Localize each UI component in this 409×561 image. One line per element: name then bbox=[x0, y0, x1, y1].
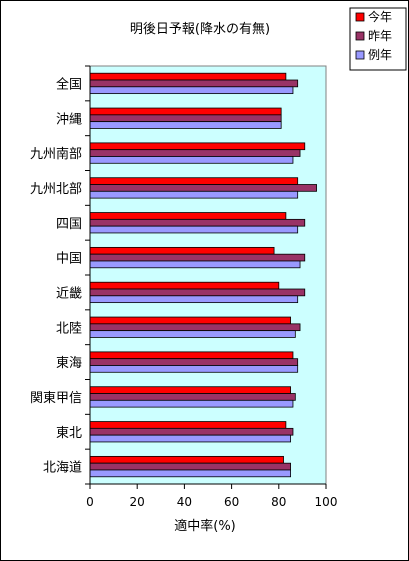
bar-2-3 bbox=[89, 149, 301, 157]
bar-1-9 bbox=[89, 351, 294, 360]
x-tick-label: 60 bbox=[224, 495, 239, 509]
legend-label: 例年 bbox=[368, 48, 392, 62]
bar-3-12 bbox=[89, 469, 292, 478]
tick-labels: 0 20 40 60 80 100 bbox=[86, 495, 337, 509]
bar-3-7 bbox=[89, 295, 299, 304]
bar-2-7 bbox=[89, 288, 306, 297]
bar-1-6 bbox=[89, 246, 275, 255]
bar-2-1 bbox=[89, 79, 299, 88]
bar-3-8 bbox=[89, 330, 296, 338]
bar-2-12 bbox=[89, 462, 292, 471]
bar-1-3 bbox=[89, 142, 306, 151]
bar-2-8 bbox=[89, 323, 301, 332]
bar-2-4 bbox=[89, 184, 317, 192]
bar-3-2 bbox=[89, 121, 282, 129]
plot-area bbox=[89, 65, 327, 485]
bar-3-5 bbox=[89, 225, 299, 234]
category-label: 北海道 bbox=[43, 461, 82, 476]
bar-3-4 bbox=[89, 190, 299, 199]
chart-title: 明後日予報(降水の有無) bbox=[130, 22, 270, 37]
bar-2-10 bbox=[89, 393, 296, 401]
bar-1-2 bbox=[89, 107, 282, 116]
bar-3-6 bbox=[89, 260, 301, 269]
bar-2-11 bbox=[89, 427, 294, 436]
bar-1-1 bbox=[89, 72, 287, 81]
bar-1-5 bbox=[89, 212, 287, 220]
category-label: 全国 bbox=[56, 76, 82, 92]
category-label: 四国 bbox=[56, 217, 82, 232]
category-label: 沖縄 bbox=[56, 112, 82, 127]
bar-2-9 bbox=[89, 358, 299, 366]
axes-group bbox=[85, 65, 327, 489]
category-label: 九州南部 bbox=[30, 146, 82, 162]
legend-label: 今年 bbox=[368, 9, 392, 24]
x-tick-label: 0 bbox=[86, 495, 94, 509]
x-tick-label: 40 bbox=[177, 495, 192, 509]
legend-swatch bbox=[355, 31, 365, 41]
x-axis-label: 適中率(%) bbox=[174, 518, 236, 534]
category-label: 中国 bbox=[56, 252, 82, 267]
bar-2-6 bbox=[89, 253, 306, 262]
category-label: 関東甲信 bbox=[30, 390, 82, 406]
bar-1-4 bbox=[89, 177, 299, 185]
bar-3-10 bbox=[89, 399, 294, 408]
bar-1-10 bbox=[89, 386, 292, 394]
bar-1-7 bbox=[89, 281, 280, 290]
x-tick-label: 100 bbox=[315, 495, 338, 509]
category-label: 東海 bbox=[56, 355, 82, 371]
bar-3-3 bbox=[89, 156, 294, 164]
bar-1-8 bbox=[89, 316, 292, 325]
category-label: 九州北部 bbox=[30, 182, 82, 197]
bar-1-12 bbox=[89, 455, 284, 464]
bar-1-11 bbox=[89, 421, 287, 429]
bar-2-2 bbox=[89, 114, 282, 123]
legend-swatch bbox=[355, 50, 365, 60]
category-label: 東北 bbox=[56, 425, 82, 441]
legend-swatch bbox=[355, 12, 365, 22]
bar-3-9 bbox=[89, 365, 299, 373]
bar-2-5 bbox=[89, 218, 306, 227]
bar-3-1 bbox=[89, 86, 294, 95]
x-tick-label: 80 bbox=[271, 495, 286, 509]
legend-label: 昨年 bbox=[368, 29, 392, 43]
x-tick-label: 20 bbox=[130, 495, 145, 509]
category-label: 北陸 bbox=[56, 320, 82, 336]
category-label: 近畿 bbox=[56, 286, 82, 301]
bar-3-11 bbox=[89, 434, 292, 443]
